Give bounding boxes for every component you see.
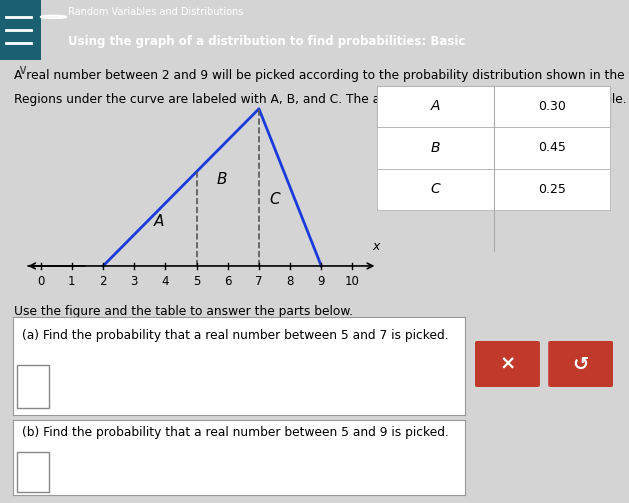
FancyBboxPatch shape bbox=[377, 127, 610, 169]
Text: 4: 4 bbox=[162, 275, 169, 288]
Text: 3: 3 bbox=[131, 275, 138, 288]
Text: 0.45: 0.45 bbox=[538, 141, 566, 154]
Text: Using the graph of a distribution to find probabilities: Basic: Using the graph of a distribution to fin… bbox=[68, 35, 465, 48]
FancyBboxPatch shape bbox=[17, 452, 49, 492]
Text: Regions under the curve are labeled with A, B, and C. The area of each region is: Regions under the curve are labeled with… bbox=[14, 94, 626, 107]
Text: ∨: ∨ bbox=[17, 63, 27, 77]
Text: Random Variables and Distributions: Random Variables and Distributions bbox=[68, 7, 243, 17]
Text: 0: 0 bbox=[37, 275, 45, 288]
Text: 0.25: 0.25 bbox=[538, 183, 566, 196]
FancyBboxPatch shape bbox=[377, 86, 610, 127]
Text: ↺: ↺ bbox=[572, 355, 589, 374]
Text: 10: 10 bbox=[345, 275, 360, 288]
Text: A: A bbox=[154, 214, 164, 229]
Text: A real number between 2 and 9 will be picked according to the probability distri: A real number between 2 and 9 will be pi… bbox=[14, 69, 629, 82]
Text: x: x bbox=[372, 240, 379, 254]
Text: C: C bbox=[431, 182, 440, 196]
Text: (b) Find the probability that a real number between 5 and 9 is picked.: (b) Find the probability that a real num… bbox=[21, 426, 448, 439]
FancyBboxPatch shape bbox=[475, 341, 540, 387]
FancyBboxPatch shape bbox=[17, 365, 49, 408]
Text: Region: Region bbox=[411, 100, 460, 113]
Text: C: C bbox=[269, 193, 280, 207]
Text: B: B bbox=[431, 141, 440, 155]
FancyBboxPatch shape bbox=[377, 86, 610, 127]
Text: 5: 5 bbox=[193, 275, 200, 288]
Text: 9: 9 bbox=[318, 275, 325, 288]
Text: 7: 7 bbox=[255, 275, 263, 288]
Text: Use the figure and the table to answer the parts below.: Use the figure and the table to answer t… bbox=[14, 305, 353, 318]
Text: 1: 1 bbox=[68, 275, 75, 288]
Text: 0.30: 0.30 bbox=[538, 100, 566, 113]
Text: 2: 2 bbox=[99, 275, 107, 288]
Text: (a) Find the probability that a real number between 5 and 7 is picked.: (a) Find the probability that a real num… bbox=[21, 328, 448, 342]
Text: 6: 6 bbox=[224, 275, 231, 288]
FancyBboxPatch shape bbox=[377, 169, 610, 210]
Text: A: A bbox=[431, 99, 440, 113]
Text: B: B bbox=[216, 172, 227, 187]
Text: 8: 8 bbox=[286, 275, 294, 288]
Bar bbox=[0, 0, 41, 60]
Text: ×: × bbox=[499, 355, 516, 374]
FancyBboxPatch shape bbox=[548, 341, 613, 387]
Text: Area: Area bbox=[535, 100, 569, 113]
